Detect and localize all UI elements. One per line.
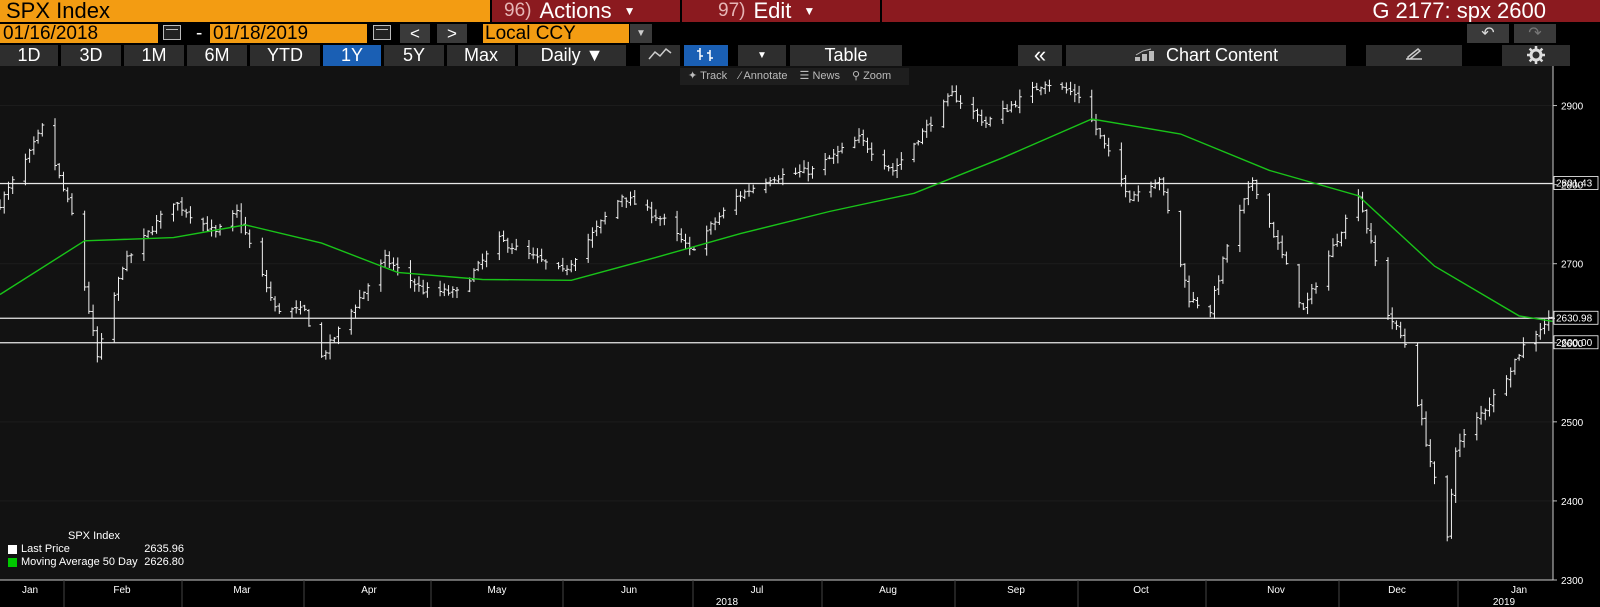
x-tick-label: Mar (233, 585, 251, 596)
y-tick-label: 2900 (1561, 102, 1584, 113)
end-date-field[interactable]: 01/18/2019 (210, 24, 367, 43)
chart-content-label: Chart Content (1165, 45, 1279, 65)
price-chart[interactable]: 2801.43 2630.98 2600.00 2300 2400 2500 2600 27… (0, 66, 1600, 607)
edit-number: 97) (718, 0, 746, 21)
actions-label: Actions (539, 0, 612, 23)
legend-swatch (8, 558, 17, 567)
gear-icon[interactable] (1502, 45, 1570, 66)
period-toolbar: 1D 3D 1M 6M YTD 1Y 5Y Max Daily ▼ ▼ Tabl… (0, 44, 1600, 67)
currency-field[interactable]: Local CCY (483, 24, 629, 43)
x-tick-label: May (488, 585, 507, 596)
title-bar: SPX Index 96) Actions ▼ 97) Edit ▼ G 217… (0, 0, 1600, 22)
edit-label: Edit (753, 0, 792, 23)
x-tick-label: Apr (361, 585, 377, 596)
y-tick-label: 2700 (1561, 260, 1584, 271)
x-tick-label: Oct (1133, 585, 1149, 596)
moving-average-line (0, 118, 1554, 323)
edit-chart-icon[interactable] (1366, 45, 1462, 66)
news-tool[interactable]: ☰ News (799, 70, 840, 82)
year-label: 2019 (1493, 597, 1516, 607)
y-tick-label: 2800 (1561, 181, 1584, 192)
table-button[interactable]: Table (790, 45, 902, 66)
zoom-tool[interactable]: ⚲ Zoom (851, 70, 892, 82)
x-tick-label: Aug (879, 585, 897, 596)
calendar-icon[interactable] (163, 25, 181, 40)
legend-title: SPX Index (68, 530, 120, 542)
graph-title: G 2177: spx 2600 (880, 0, 1600, 22)
x-tick-label: Jan (1511, 585, 1527, 596)
reference-label: 2600.00 (1556, 338, 1593, 349)
chevron-down-icon: ▼ (623, 4, 636, 18)
actions-number: 96) (504, 0, 532, 21)
chevron-down-icon: ▼ (803, 4, 816, 18)
annotate-tool[interactable]: ∕ Annotate (739, 70, 788, 82)
period-3d[interactable]: 3D (61, 45, 121, 66)
y-tick-label: 2600 (1561, 339, 1584, 350)
period-max[interactable]: Max (447, 45, 515, 66)
legend-item-last-price: Last Price 2635.96 (8, 543, 184, 556)
prev-period-button[interactable]: < (400, 24, 430, 43)
redo-button[interactable]: ↷ (1514, 24, 1556, 43)
period-6m[interactable]: 6M (187, 45, 247, 66)
chart-content-button[interactable]: Chart Content (1066, 45, 1346, 66)
year-label: 2018 (716, 597, 739, 607)
next-period-button[interactable]: > (437, 24, 467, 43)
period-1y[interactable]: 1Y (323, 45, 381, 66)
edit-menu[interactable]: 97) Edit ▼ (680, 0, 880, 22)
x-tick-label: Jul (751, 585, 764, 596)
bar-chart-icon[interactable] (684, 45, 728, 66)
legend-swatch (8, 545, 17, 554)
period-1d[interactable]: 1D (0, 45, 58, 66)
ticker-field[interactable]: SPX Index (0, 0, 490, 22)
chart-tools: ✦ Track ∕ Annotate ☰ News ⚲ Zoom (680, 68, 909, 85)
date-toolbar: 01/16/2018 - 01/18/2019 < > Local CCY ▼ … (0, 22, 1600, 44)
x-tick-label: Nov (1267, 585, 1285, 596)
period-1m[interactable]: 1M (124, 45, 184, 66)
legend-item-moving-average: Moving Average 50 Day 2626.80 (8, 556, 184, 569)
y-tick-label: 2300 (1561, 576, 1584, 587)
y-tick-label: 2400 (1561, 497, 1584, 508)
frequency-dropdown[interactable]: Daily ▼ (518, 45, 626, 66)
calendar-icon[interactable] (373, 25, 391, 40)
x-tick-label: Sep (1007, 585, 1025, 596)
track-tool[interactable]: ✦ Track (688, 70, 728, 82)
reference-label: 2801.43 (1556, 178, 1593, 189)
date-separator: - (196, 23, 203, 44)
period-5y[interactable]: 5Y (384, 45, 444, 66)
chevron-down-icon[interactable]: ▼ (630, 24, 652, 43)
x-tick-label: Feb (113, 585, 131, 596)
y-tick-label: 2500 (1561, 418, 1584, 429)
chevron-down-icon[interactable]: ▼ (738, 45, 786, 66)
actions-menu[interactable]: 96) Actions ▼ (490, 0, 680, 22)
collapse-button[interactable]: « (1018, 44, 1062, 66)
line-chart-icon[interactable] (640, 45, 680, 66)
x-tick-label: Jan (22, 585, 38, 596)
reference-label-box (1553, 176, 1599, 190)
x-tick-label: Jun (621, 585, 637, 596)
period-ytd[interactable]: YTD (250, 45, 320, 66)
x-tick-label: Dec (1388, 585, 1406, 596)
plot-area (0, 66, 1553, 580)
start-date-field[interactable]: 01/16/2018 (0, 24, 158, 43)
reference-label: 2630.98 (1556, 313, 1593, 324)
undo-button[interactable]: ↶ (1467, 24, 1509, 43)
